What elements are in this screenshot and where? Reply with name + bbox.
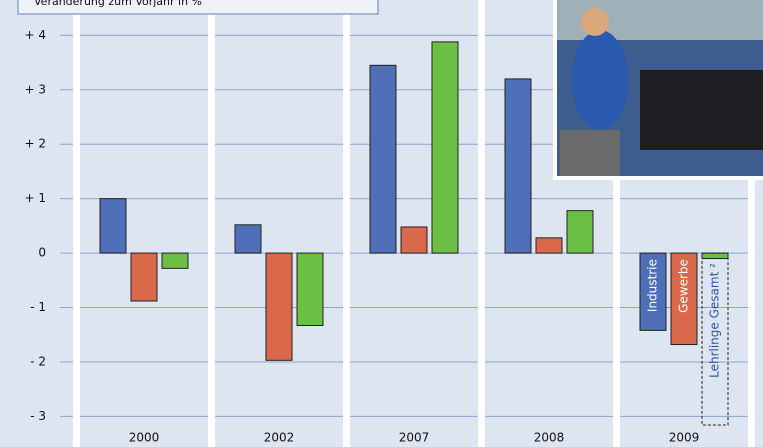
y-tick-label: - 3 bbox=[30, 409, 46, 423]
legend-label: Lehrlinge Gesamt ² bbox=[708, 263, 722, 378]
bar bbox=[130, 252, 158, 302]
bar bbox=[431, 41, 459, 254]
panel-separator bbox=[613, 0, 620, 447]
bar bbox=[535, 237, 563, 254]
bar bbox=[566, 210, 594, 254]
y-tick-label: + 2 bbox=[24, 137, 46, 151]
bar bbox=[296, 252, 324, 326]
photo-head bbox=[581, 8, 609, 36]
photo-figure bbox=[572, 30, 628, 130]
title-box bbox=[17, 0, 379, 15]
panel-separator bbox=[208, 0, 215, 447]
bar bbox=[701, 252, 729, 260]
bar bbox=[369, 64, 397, 254]
x-tick-label: 2000 bbox=[129, 431, 160, 445]
chart-title: Veränderung zum Vorjahr in % bbox=[34, 0, 202, 8]
y-tick-label: + 1 bbox=[24, 191, 46, 205]
panel-separator bbox=[343, 0, 350, 447]
photo-machine bbox=[640, 70, 763, 150]
x-tick-label: 2007 bbox=[399, 431, 430, 445]
bar bbox=[504, 78, 532, 254]
x-tick-label: 2002 bbox=[264, 431, 295, 445]
separators bbox=[73, 0, 755, 447]
y-tick-label: + 4 bbox=[24, 28, 46, 42]
bar bbox=[161, 252, 189, 269]
photo bbox=[553, 0, 763, 180]
bar bbox=[400, 226, 428, 254]
panel-separator bbox=[748, 0, 755, 447]
bar bbox=[99, 198, 127, 254]
panel-separator bbox=[478, 0, 485, 447]
y-tick-label: - 1 bbox=[30, 300, 46, 314]
y-tick-label: + 3 bbox=[24, 82, 46, 96]
legend-label: Gewerbe bbox=[677, 259, 691, 313]
bar bbox=[639, 252, 667, 331]
y-tick-label: 0 bbox=[38, 246, 46, 260]
legend-label: Industrie bbox=[646, 259, 660, 312]
bars: Industrie Gewerbe Lehrlinge Gesamt ² bbox=[99, 41, 729, 426]
bar bbox=[265, 252, 293, 361]
legend-box bbox=[701, 252, 729, 426]
x-tick-label: 2008 bbox=[534, 431, 565, 445]
bar bbox=[670, 252, 698, 346]
panel-separator bbox=[73, 0, 80, 447]
photo-parts bbox=[560, 130, 620, 176]
x-tick-label: 2009 bbox=[669, 431, 700, 445]
bar bbox=[234, 224, 262, 254]
y-tick-label: - 2 bbox=[30, 354, 46, 368]
